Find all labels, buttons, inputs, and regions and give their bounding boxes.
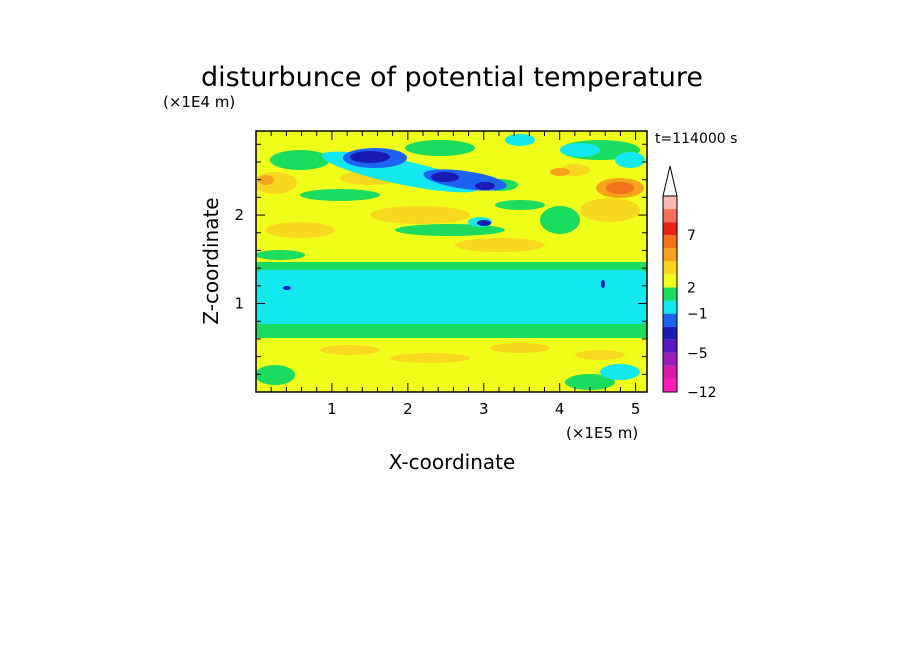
colorbar-swatch xyxy=(663,209,677,223)
colorbar-swatch xyxy=(663,378,677,392)
chart-title: disturbunce of potential temperature xyxy=(201,62,703,93)
x-tick-label: 3 xyxy=(479,400,489,418)
cold-patch xyxy=(560,143,600,157)
x-tick-label: 4 xyxy=(555,400,565,418)
cool-band xyxy=(395,224,505,236)
colorbar-swatch xyxy=(663,287,677,301)
colorbar-swatch xyxy=(663,339,677,353)
x-axis-label: X-coordinate xyxy=(389,450,516,474)
strong-cold-core xyxy=(431,172,459,182)
colorbar-swatch xyxy=(663,352,677,366)
lower-warm-streak xyxy=(390,353,470,363)
colorbar-swatch xyxy=(663,222,677,236)
y-unit-label: (×1E4 m) xyxy=(163,93,235,111)
cold-patch xyxy=(505,134,535,146)
colorbar: 7 2 −1 −5 −12 xyxy=(662,165,717,401)
warm-patch xyxy=(370,206,470,224)
colorbar-swatch xyxy=(663,300,677,314)
x-tick-label: 2 xyxy=(403,400,413,418)
x-unit-label: (×1E5 m) xyxy=(566,424,638,442)
x-tick-label: 1 xyxy=(327,400,337,418)
cold-speck xyxy=(283,286,291,290)
warm-patch xyxy=(455,238,545,252)
colorbar-label: −1 xyxy=(687,307,708,323)
lower-cool-patch xyxy=(256,365,295,385)
lower-cool-patch xyxy=(565,374,615,390)
colorbar-label: −5 xyxy=(687,346,708,362)
cool-band xyxy=(256,250,305,260)
strong-cold-core xyxy=(475,182,495,190)
colorbar-label: −12 xyxy=(687,385,717,401)
cool-band xyxy=(405,140,475,156)
y-axis-label: Z-coordinate xyxy=(199,197,223,324)
cold-layer xyxy=(256,270,647,324)
colorbar-swatch xyxy=(663,326,677,340)
colorbar-label: 7 xyxy=(687,228,696,244)
cold-speck xyxy=(601,280,605,288)
colorbar-swatch xyxy=(663,365,677,379)
colorbar-label: 2 xyxy=(687,280,696,296)
warm-core xyxy=(550,168,570,176)
warm-patch xyxy=(265,222,335,238)
colorbar-swatch xyxy=(663,235,677,249)
cool-band xyxy=(540,206,580,234)
cold-patch xyxy=(615,152,645,168)
contour-field xyxy=(256,131,647,392)
warm-core xyxy=(606,182,634,194)
colorbar-swatch xyxy=(663,313,677,327)
plot-frame xyxy=(255,130,648,393)
colorbar-swatch xyxy=(663,261,677,275)
cool-band xyxy=(300,189,380,201)
lower-warm-streak xyxy=(320,345,380,355)
colorbar-swatch xyxy=(663,274,677,288)
axes: 1 2 3 4 5 1 2 xyxy=(234,131,647,418)
lower-warm-streak xyxy=(575,350,625,360)
warm-patch xyxy=(258,175,274,185)
y-tick-label: 2 xyxy=(234,206,244,224)
x-tick-label: 5 xyxy=(631,400,641,418)
warm-patch xyxy=(580,198,640,222)
cool-band xyxy=(270,150,330,170)
strong-cold-core xyxy=(477,220,491,226)
colorbar-extend-arrow xyxy=(662,165,678,197)
lower-cool-patch xyxy=(600,364,640,380)
lower-warm-streak xyxy=(490,343,550,353)
cool-band xyxy=(495,200,545,210)
y-tick-label: 1 xyxy=(234,295,244,313)
colorbar-swatch xyxy=(663,248,677,262)
colorbar-swatch xyxy=(663,196,677,210)
time-label: t=114000 s xyxy=(655,131,737,147)
strong-cold-core xyxy=(350,151,390,163)
